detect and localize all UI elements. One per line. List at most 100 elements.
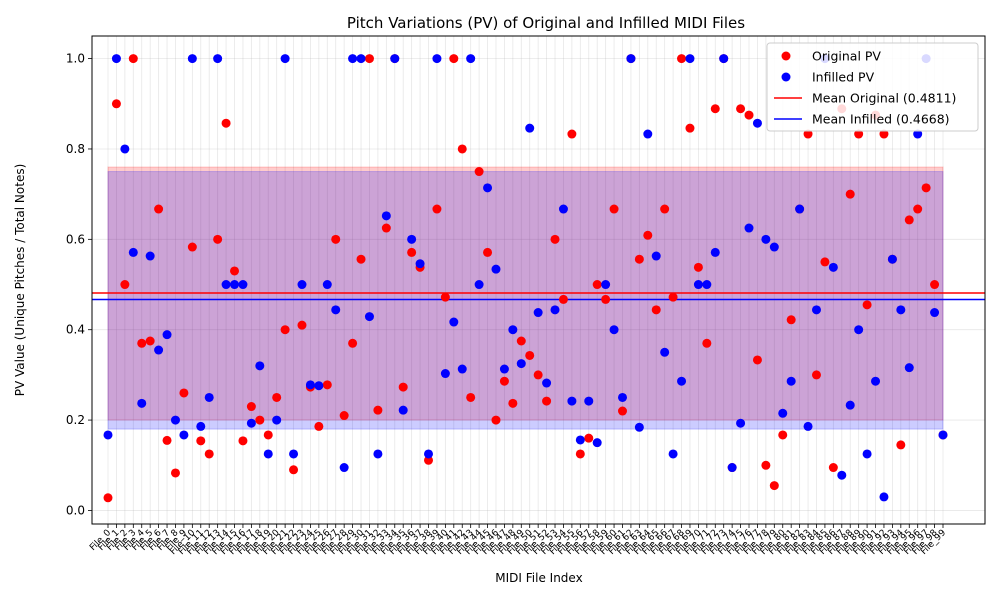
point-original (660, 204, 670, 214)
y-tick-label: 0.4 (66, 323, 85, 337)
point-original (828, 463, 838, 473)
point-infilled (550, 305, 560, 315)
point-infilled (483, 183, 493, 193)
point-original (609, 204, 619, 214)
point-infilled (263, 449, 273, 459)
point-original (162, 435, 172, 445)
point-infilled (685, 54, 695, 64)
point-infilled (668, 449, 678, 459)
point-original (483, 247, 493, 257)
point-infilled (938, 430, 948, 440)
point-infilled (196, 421, 206, 431)
point-original (651, 305, 661, 315)
mean-lines (92, 292, 985, 301)
point-infilled (179, 430, 189, 440)
point-original (230, 266, 240, 276)
legend-marker-original (781, 51, 791, 61)
point-infilled (213, 54, 223, 64)
y-axis-ticks: 0.0 0.2 0.4 0.6 0.8 1.0 (66, 52, 92, 517)
point-infilled (525, 123, 535, 133)
point-infilled (575, 435, 585, 445)
legend-label-infilled: Infilled PV (812, 70, 875, 85)
point-infilled (407, 234, 417, 244)
point-original (803, 129, 813, 139)
point-infilled (626, 54, 636, 64)
legend-label-original: Original PV (812, 49, 881, 64)
point-infilled (424, 449, 434, 459)
point-infilled (592, 438, 602, 448)
point-original (398, 382, 408, 392)
point-infilled (828, 262, 838, 272)
point-infilled (103, 430, 113, 440)
point-infilled (230, 280, 240, 290)
point-infilled (769, 242, 779, 252)
point-original (246, 402, 256, 412)
point-original (592, 280, 602, 290)
point-infilled (837, 470, 847, 480)
point-original (702, 338, 712, 348)
point-infilled (364, 312, 374, 322)
point-original (761, 460, 771, 470)
point-infilled (457, 364, 467, 374)
chart-title: Pitch Variations (PV) of Original and In… (347, 14, 745, 32)
point-infilled (786, 376, 796, 386)
point-infilled (170, 415, 180, 425)
point-infilled (280, 54, 290, 64)
point-infilled (533, 308, 543, 318)
point-original (845, 189, 855, 199)
point-original (617, 406, 627, 416)
point-infilled (693, 280, 703, 290)
point-original (137, 338, 147, 348)
point-infilled (331, 305, 341, 315)
point-infilled (491, 264, 501, 274)
point-original (255, 415, 265, 425)
point-infilled (297, 280, 307, 290)
point-infilled (845, 400, 855, 410)
point-infilled (736, 418, 746, 428)
point-infilled (449, 317, 459, 327)
point-original (280, 325, 290, 335)
point-original (904, 215, 914, 225)
legend-box (766, 42, 979, 132)
point-infilled (111, 54, 121, 64)
point-infilled (778, 408, 788, 418)
point-original (474, 167, 484, 177)
point-infilled (862, 449, 872, 459)
point-infilled (879, 492, 889, 502)
point-infilled (617, 392, 627, 402)
point-infilled (305, 380, 315, 390)
point-infilled (930, 308, 940, 318)
point-infilled (289, 449, 299, 459)
point-original (331, 234, 341, 244)
point-original (786, 315, 796, 325)
point-infilled (803, 421, 813, 431)
point-original (693, 262, 703, 272)
point-infilled (811, 305, 821, 315)
point-infilled (542, 378, 552, 388)
y-tick-label: 0.8 (66, 142, 85, 156)
point-infilled (660, 347, 670, 357)
point-infilled (272, 415, 282, 425)
point-original (103, 493, 113, 503)
point-infilled (398, 405, 408, 415)
point-infilled (255, 361, 265, 371)
point-original (120, 280, 130, 290)
y-tick-label: 1.0 (66, 52, 85, 66)
point-infilled (474, 280, 484, 290)
point-infilled (887, 254, 897, 264)
point-infilled (246, 418, 256, 428)
point-original (820, 257, 830, 267)
point-original (170, 468, 180, 478)
point-original (769, 481, 779, 491)
point-infilled (314, 381, 324, 391)
point-infilled (904, 363, 914, 373)
point-original (221, 118, 231, 128)
point-infilled (719, 54, 729, 64)
point-infilled (651, 251, 661, 261)
point-infilled (752, 118, 762, 128)
point-infilled (221, 280, 231, 290)
point-original (752, 355, 762, 365)
point-original (710, 104, 720, 114)
point-infilled (795, 204, 805, 214)
point-infilled (339, 463, 349, 473)
